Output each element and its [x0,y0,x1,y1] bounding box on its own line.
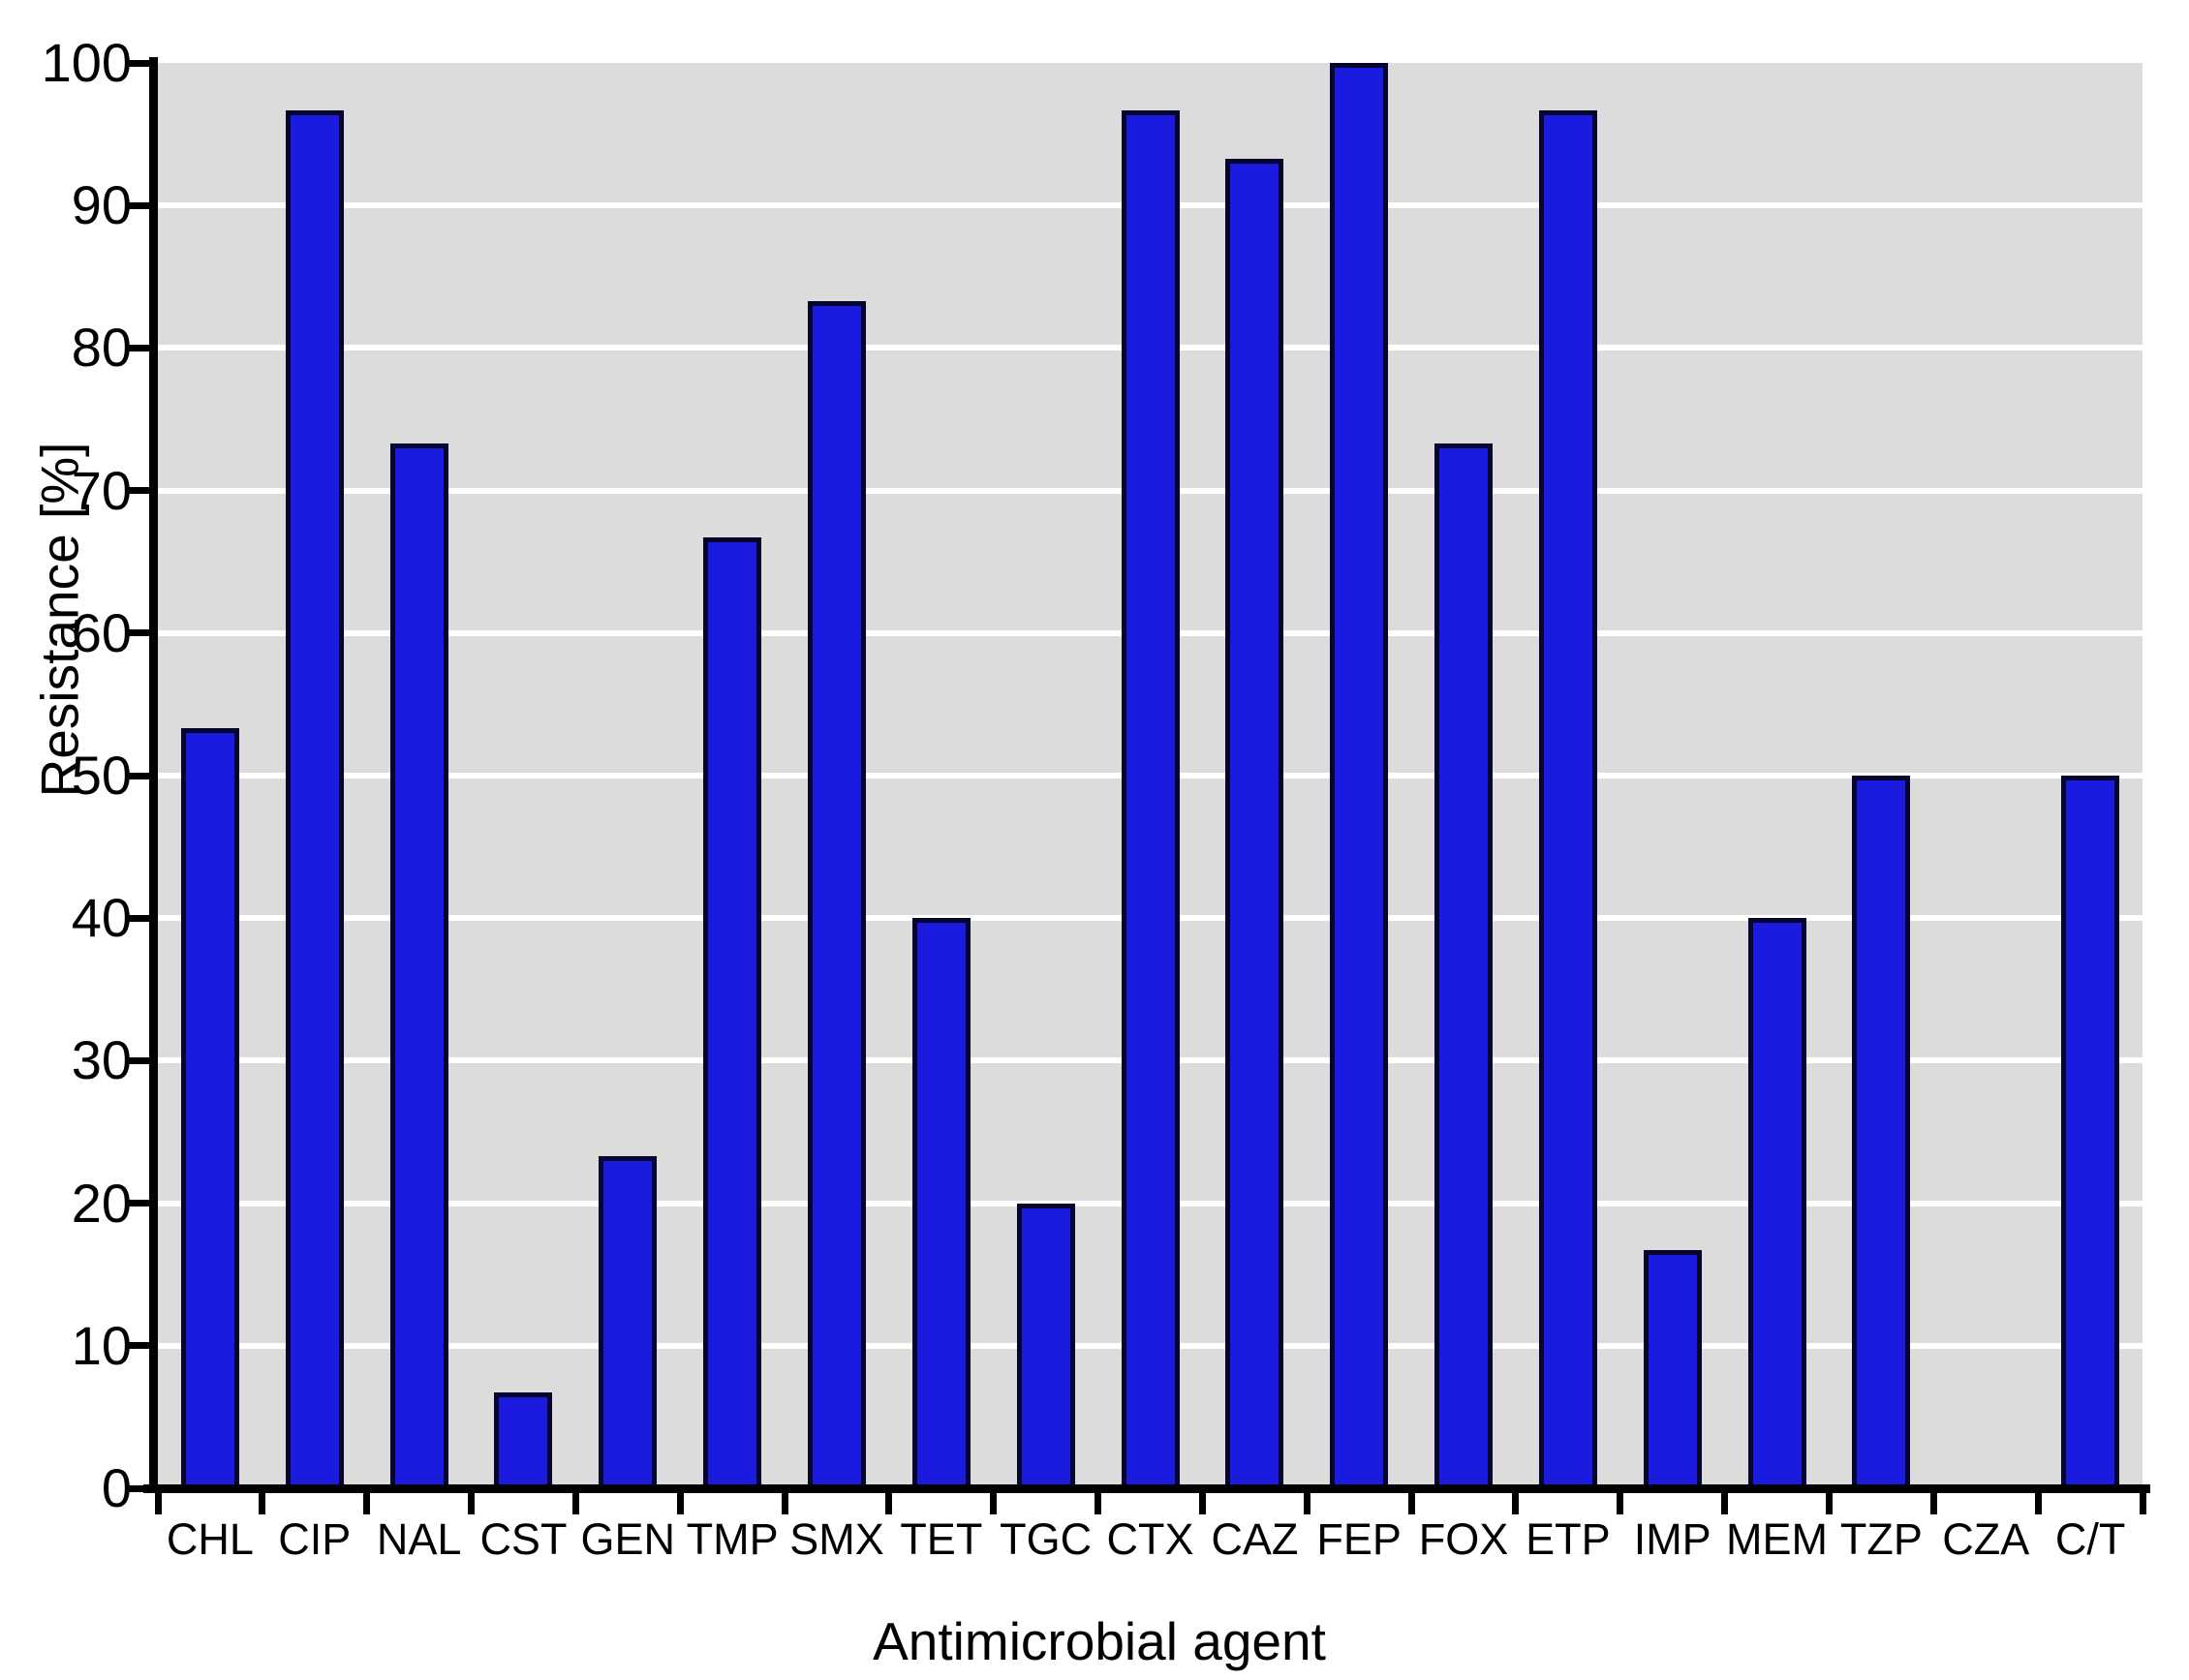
x-tick-16 [1825,1488,1833,1514]
x-category-label-TMP: TMP [686,1514,779,1564]
x-tick-6 [781,1488,788,1514]
x-tick-0 [154,1488,162,1514]
x-tick-17 [1929,1488,1937,1514]
bar-CTX [1121,109,1180,1488]
y-tick-label-20: 20 [71,1172,132,1234]
bar-TZP [1852,776,1911,1488]
y-tick-40 [128,914,149,922]
x-category-label-CZA: CZA [1942,1514,2030,1564]
y-tick-label-50: 50 [71,745,132,806]
y-tick-label-100: 100 [41,32,132,93]
bar-C-T [2061,776,2120,1488]
x-tick-3 [468,1488,476,1514]
y-tick-0 [128,1484,149,1492]
bar-IMP [1643,1250,1702,1488]
x-category-label-SMX: SMX [789,1514,884,1564]
y-tick-60 [128,629,149,637]
bar-FOX [1434,443,1494,1488]
x-category-label-GEN: GEN [580,1514,676,1564]
x-category-label-CHL: CHL [166,1514,254,1564]
x-tick-14 [1617,1488,1624,1514]
x-tick-13 [1512,1488,1520,1514]
x-category-label-CST: CST [479,1514,568,1564]
x-category-label-CTX: CTX [1106,1514,1194,1564]
x-category-label-C-T: C/T [2054,1514,2126,1564]
x-tick-11 [1303,1488,1310,1514]
bar-CHL [180,728,239,1488]
x-category-label-MEM: MEM [1726,1514,1829,1564]
x-tick-4 [571,1488,579,1514]
x-tick-12 [1407,1488,1415,1514]
y-tick-label-40: 40 [71,887,132,949]
x-category-label-IMP: IMP [1633,1514,1711,1564]
y-tick-label-30: 30 [71,1029,132,1091]
bar-CAZ [1225,158,1284,1488]
bar-ETP [1538,109,1597,1488]
x-axis-title: Antimicrobial agent [873,1611,1326,1671]
y-tick-100 [128,59,149,67]
x-tick-7 [885,1488,893,1514]
y-tick-label-90: 90 [71,174,132,236]
y-tick-label-60: 60 [71,601,132,663]
x-axis-line [143,1484,2150,1493]
x-category-label-TGC: TGC [1000,1514,1093,1564]
y-tick-10 [128,1342,149,1350]
x-category-label-TZP: TZP [1839,1514,1923,1564]
plot-area [158,63,2143,1488]
x-tick-15 [1721,1488,1729,1514]
x-tick-18 [2034,1488,2042,1514]
bar-CST [494,1392,553,1488]
bar-TGC [1016,1203,1075,1488]
y-axis-line [149,57,158,1493]
y-tick-20 [128,1200,149,1207]
x-category-label-ETP: ETP [1526,1514,1611,1564]
x-tick-1 [259,1488,266,1514]
x-category-label-CIP: CIP [278,1514,352,1564]
x-category-label-CAZ: CAZ [1211,1514,1299,1564]
y-tick-label-10: 10 [71,1314,132,1376]
x-tick-2 [363,1488,371,1514]
y-tick-50 [128,772,149,779]
x-tick-5 [676,1488,684,1514]
bar-TET [911,918,971,1488]
bar-SMX [807,300,866,1488]
x-category-label-FOX: FOX [1418,1514,1509,1564]
x-tick-19 [2139,1488,2146,1514]
bar-TMP [703,537,762,1488]
x-category-label-NAL: NAL [376,1514,462,1564]
bar-GEN [599,1156,658,1488]
y-tick-80 [128,344,149,351]
x-category-label-FEP: FEP [1316,1514,1402,1564]
bar-NAL [389,443,448,1488]
y-tick-label-80: 80 [71,317,132,379]
y-tick-90 [128,201,149,209]
bar-MEM [1747,918,1806,1488]
y-tick-label-70: 70 [71,459,132,521]
y-tick-label-0: 0 [101,1457,132,1518]
x-tick-9 [1094,1488,1102,1514]
bar-CIP [285,109,344,1488]
bar-FEP [1330,63,1389,1488]
x-tick-10 [1198,1488,1206,1514]
y-tick-30 [128,1056,149,1064]
x-category-label-TET: TET [900,1514,983,1564]
x-tick-8 [990,1488,998,1514]
y-tick-70 [128,487,149,495]
